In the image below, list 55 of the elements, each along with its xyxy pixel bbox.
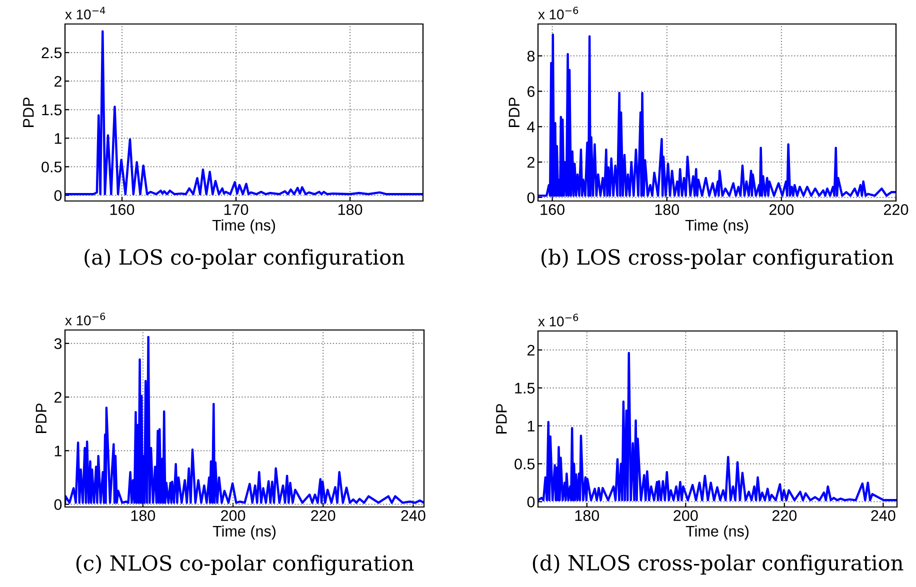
y-tick-label: 2 <box>54 76 62 87</box>
y-tick-label: 1 <box>54 133 62 144</box>
line-series <box>65 30 423 196</box>
y-tick-label: 0 <box>527 496 535 508</box>
x-tick-label: 160 <box>110 204 134 215</box>
line-series <box>538 34 896 197</box>
y-axis-title: PDP <box>36 404 46 433</box>
line-series <box>65 336 424 504</box>
x-axis-title: Time (ns) <box>212 525 276 540</box>
y-tick-label: 1 <box>528 420 534 432</box>
y-axis-title: PDP <box>496 404 507 434</box>
x-tick-label: 180 <box>575 510 600 521</box>
y-tick-label: 1 <box>54 446 62 456</box>
text: (a) LOS co-polar configuration <box>84 248 404 270</box>
x-tick-label: 220 <box>772 510 797 521</box>
x-tick-label: 180 <box>655 204 680 215</box>
x-tick-label: 200 <box>674 510 698 521</box>
y-tick-label: 0 <box>527 192 535 204</box>
x-tick-label: 170 <box>224 204 248 215</box>
text: (c) NLOS co-polar configuration <box>76 554 414 576</box>
y-tick-label: 0.5 <box>42 162 62 172</box>
y-tick-label: 0.5 <box>514 458 535 470</box>
x-tick-label: 220 <box>884 204 908 215</box>
x-tick-label: 180 <box>131 510 156 521</box>
text: x 10$^{−6}$ <box>538 314 578 326</box>
y-tick-label: 1.5 <box>515 382 535 394</box>
y-tick-label: 1.5 <box>42 104 62 116</box>
x-axis-title: Time (ns) <box>212 219 276 234</box>
y-axis-title: PDP <box>508 98 520 127</box>
text: (b) LOS cross-polar configuration <box>542 248 894 270</box>
y-tick-label: 6 <box>528 86 535 97</box>
y-tick-label: 3 <box>54 338 62 350</box>
text: x 10$^{−4}$ <box>65 6 106 20</box>
y-tick-label: 2.5 <box>42 47 62 58</box>
text: (d) NLOS cross-polar configuration <box>532 554 904 575</box>
y-tick-label: 0 <box>54 190 62 201</box>
y-tick-label: 0 <box>54 499 62 510</box>
line-series <box>538 352 897 502</box>
x-axis-title: Time (ns) <box>686 525 749 540</box>
x-tick-label: 220 <box>311 510 336 521</box>
text: x 10$^{−6}$ <box>538 6 578 20</box>
y-tick-label: 8 <box>527 50 535 62</box>
y-axis-title: PDP <box>23 98 34 127</box>
x-tick-label: 240 <box>401 510 426 521</box>
y-tick-label: 2 <box>527 156 534 168</box>
y-tick-label: 2 <box>527 344 534 356</box>
x-tick-label: 240 <box>871 510 896 521</box>
x-tick-label: 200 <box>221 510 246 521</box>
x-axis-title: Time (ns) <box>685 219 748 234</box>
y-tick-label: 4 <box>527 122 535 132</box>
x-tick-label: 160 <box>540 204 564 215</box>
y-tick-label: 2 <box>54 392 62 403</box>
x-tick-label: 200 <box>769 204 794 215</box>
x-tick-label: 180 <box>338 204 362 215</box>
text: x 10$^{−6}$ <box>65 312 106 326</box>
